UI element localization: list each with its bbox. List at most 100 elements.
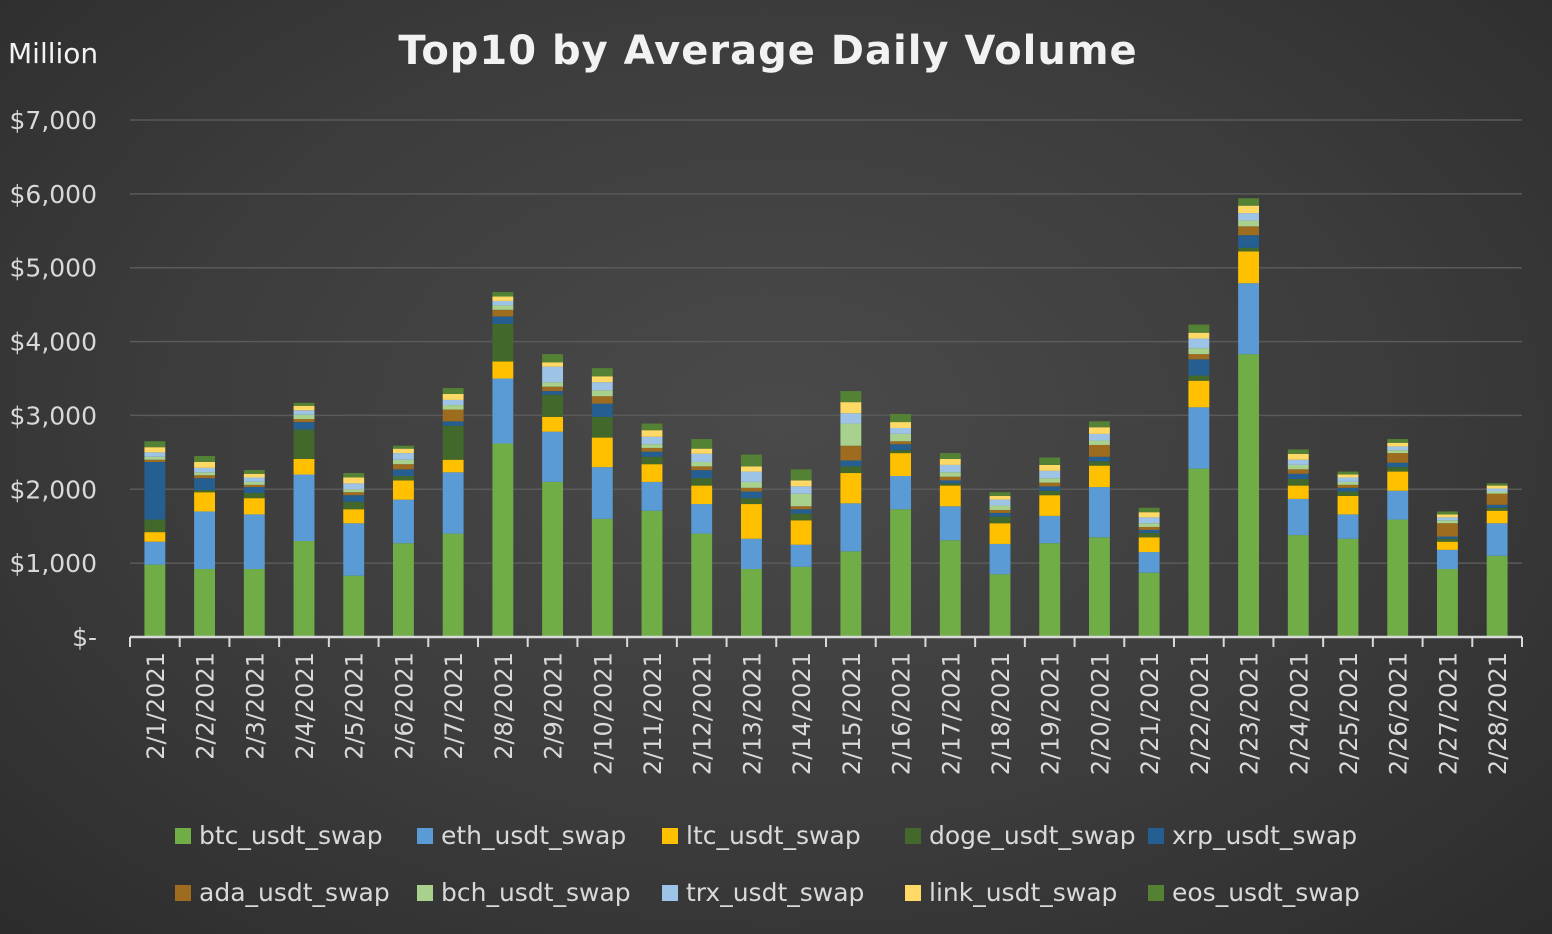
- x-tick-label: 2/9/2021: [540, 652, 568, 760]
- bar-segment-trx_usdt_swap: [1238, 213, 1260, 221]
- bar-segment-ada_usdt_swap: [1387, 453, 1409, 463]
- bar-segment-ada_usdt_swap: [740, 487, 762, 492]
- bar-stack: [243, 470, 265, 637]
- bar-stack: [392, 445, 414, 637]
- legend-label: trx_usdt_swap: [686, 878, 864, 907]
- bar-segment-doge_usdt_swap: [1387, 467, 1409, 472]
- bar-segment-doge_usdt_swap: [1088, 461, 1110, 466]
- legend-item-btc_usdt_swap: btc_usdt_swap: [175, 821, 383, 850]
- bar-segment-eth_usdt_swap: [740, 538, 762, 570]
- bar-segment-doge_usdt_swap: [1238, 247, 1260, 252]
- bar-segment-trx_usdt_swap: [542, 366, 564, 383]
- x-tick-label: 2/25/2021: [1335, 652, 1363, 775]
- bar-segment-eth_usdt_swap: [1039, 515, 1061, 544]
- bar-stack: [194, 456, 216, 637]
- bar-segment-ada_usdt_swap: [1238, 226, 1260, 236]
- x-tick-label: 2/15/2021: [838, 652, 866, 775]
- bar-segment-doge_usdt_swap: [1188, 375, 1210, 381]
- bar-segment-ada_usdt_swap: [790, 506, 812, 510]
- bar-segment-bch_usdt_swap: [1238, 220, 1260, 227]
- bar-segment-bch_usdt_swap: [1337, 481, 1359, 485]
- bar-segment-btc_usdt_swap: [144, 564, 166, 637]
- bar-segment-btc_usdt_swap: [1436, 569, 1458, 637]
- bar-segment-trx_usdt_swap: [1486, 488, 1508, 492]
- bar-segment-xrp_usdt_swap: [641, 451, 663, 457]
- bar-stack: [1039, 457, 1061, 637]
- bar-segment-trx_usdt_swap: [890, 427, 912, 434]
- bar-segment-ada_usdt_swap: [1486, 493, 1508, 505]
- bar-segment-link_usdt_swap: [840, 402, 862, 414]
- bar-segment-btc_usdt_swap: [740, 569, 762, 637]
- bar-segment-ada_usdt_swap: [343, 492, 365, 496]
- bar-segment-btc_usdt_swap: [1486, 555, 1508, 637]
- x-tick-label: 2/17/2021: [937, 652, 965, 775]
- bar-segment-trx_usdt_swap: [1436, 517, 1458, 521]
- bar-segment-eos_usdt_swap: [392, 445, 414, 449]
- bar-segment-btc_usdt_swap: [243, 569, 265, 637]
- bar-segment-bch_usdt_swap: [144, 456, 166, 460]
- bar-stack: [591, 368, 613, 637]
- bar-stack: [939, 453, 961, 637]
- x-tick-label: 2/19/2021: [1037, 652, 1065, 775]
- bar-segment-ltc_usdt_swap: [1387, 471, 1409, 491]
- bar-segment-xrp_usdt_swap: [1486, 504, 1508, 508]
- bar-segment-ltc_usdt_swap: [492, 361, 514, 379]
- x-axis: [129, 635, 1523, 647]
- bar-segment-ltc_usdt_swap: [1486, 510, 1508, 524]
- bar-segment-trx_usdt_swap: [1138, 517, 1160, 524]
- y-tick-label: $6,000: [10, 180, 97, 209]
- bar-segment-btc_usdt_swap: [293, 540, 315, 637]
- bar-segment-eos_usdt_swap: [542, 354, 564, 363]
- bar-segment-link_usdt_swap: [691, 448, 713, 454]
- bar-segment-trx_usdt_swap: [1039, 470, 1061, 479]
- bar-segment-trx_usdt_swap: [790, 486, 812, 494]
- bar-segment-ada_usdt_swap: [293, 419, 315, 423]
- bar-segment-doge_usdt_swap: [392, 475, 414, 481]
- bar-segment-eos_usdt_swap: [691, 439, 713, 449]
- bar-stack: [641, 423, 663, 637]
- bar-segment-bch_usdt_swap: [740, 481, 762, 488]
- bar-segment-trx_usdt_swap: [1287, 459, 1309, 465]
- bar-segment-doge_usdt_swap: [194, 490, 216, 493]
- bar-segment-doge_usdt_swap: [740, 498, 762, 505]
- bar-segment-ada_usdt_swap: [890, 441, 912, 445]
- bar-segment-ada_usdt_swap: [1337, 484, 1359, 488]
- bar-segment-doge_usdt_swap: [492, 323, 514, 362]
- bar-segment-xrp_usdt_swap: [442, 421, 464, 426]
- bar-segment-ltc_usdt_swap: [1238, 251, 1260, 284]
- bar-segment-ltc_usdt_swap: [790, 520, 812, 545]
- y-tick-label: $7,000: [10, 106, 97, 135]
- x-tick-label: 2/11/2021: [639, 652, 667, 775]
- bar-segment-trx_usdt_swap: [194, 467, 216, 473]
- bar-segment-doge_usdt_swap: [243, 492, 265, 499]
- bar-segment-trx_usdt_swap: [243, 477, 265, 482]
- bar-segment-eth_usdt_swap: [492, 378, 514, 444]
- bar-segment-doge_usdt_swap: [939, 483, 961, 486]
- bar-segment-eos_usdt_swap: [194, 456, 216, 462]
- bar-segment-link_usdt_swap: [1337, 474, 1359, 478]
- bar-segment-xrp_usdt_swap: [392, 469, 414, 476]
- legend: btc_usdt_swap eth_usdt_swap ltc_usdt_swap d…: [175, 821, 1360, 907]
- bar-segment-btc_usdt_swap: [1238, 354, 1260, 637]
- bar-segment-eos_usdt_swap: [1337, 471, 1359, 475]
- bar-segment-eos_usdt_swap: [939, 453, 961, 460]
- bar-segment-link_usdt_swap: [641, 430, 663, 437]
- bar-segment-doge_usdt_swap: [1287, 478, 1309, 486]
- bar-segment-link_usdt_swap: [890, 422, 912, 428]
- bar-stack: [1138, 507, 1160, 637]
- x-tick-label: 2/24/2021: [1285, 652, 1313, 775]
- bar-segment-btc_usdt_swap: [542, 481, 564, 637]
- bar-segment-link_usdt_swap: [1486, 485, 1508, 489]
- chart-title: Top10 by Average Daily Volume: [398, 28, 1137, 74]
- bar-segment-xrp_usdt_swap: [1188, 359, 1210, 376]
- bar-segment-ada_usdt_swap: [1039, 482, 1061, 487]
- bar-segment-ltc_usdt_swap: [194, 492, 216, 512]
- legend-item-trx_usdt_swap: trx_usdt_swap: [662, 878, 864, 907]
- bar-segment-doge_usdt_swap: [144, 519, 166, 533]
- bar-segment-eos_usdt_swap: [641, 423, 663, 431]
- bar-segment-ltc_usdt_swap: [591, 437, 613, 468]
- unit-label: Million: [8, 37, 98, 70]
- legend-swatch: [417, 828, 433, 844]
- bar-segment-eth_usdt_swap: [1287, 498, 1309, 536]
- bar-segment-xrp_usdt_swap: [492, 316, 514, 324]
